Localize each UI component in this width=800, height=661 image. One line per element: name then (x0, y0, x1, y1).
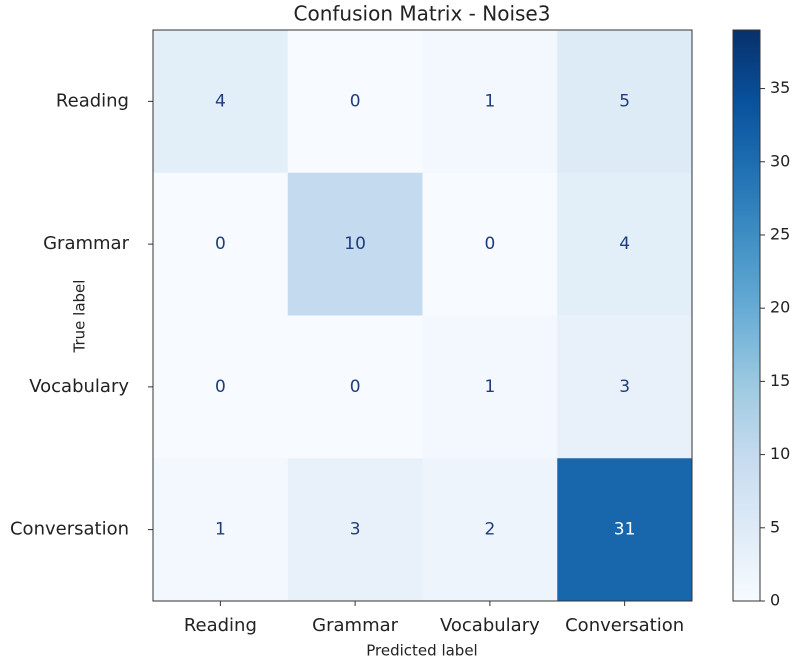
chart-title: Confusion Matrix - Noise3 (294, 2, 551, 26)
colorbar-tick-label: 0 (770, 591, 780, 610)
cell-label: 0 (484, 234, 495, 254)
cell-label: 0 (215, 234, 226, 254)
cell-label: 1 (484, 377, 495, 397)
x-axis-label: Predicted label (366, 642, 477, 660)
cell (557, 172, 693, 316)
colorbar-tick-label: 5 (770, 517, 780, 536)
y-tick-label: Reading (56, 90, 129, 111)
cell-label: 5 (619, 91, 630, 111)
cell-label: 0 (350, 377, 361, 397)
cell-label: 4 (215, 91, 226, 111)
cell-label: 1 (215, 520, 226, 540)
cell-label: 10 (344, 234, 366, 254)
cell (422, 30, 558, 174)
cell (557, 458, 693, 602)
y-tick-label: Conversation (10, 519, 129, 540)
cell (422, 458, 558, 602)
y-tick-label: Grammar (43, 233, 129, 254)
cell-label: 0 (215, 377, 226, 397)
cell-label: 2 (484, 520, 495, 540)
cell (287, 30, 423, 174)
x-tick-label: Reading (184, 615, 257, 636)
cell-label: 4 (619, 234, 630, 254)
cell-label: 0 (350, 91, 361, 111)
cell-label: 31 (614, 520, 636, 540)
cell-label: 3 (619, 377, 630, 397)
cell (153, 30, 289, 174)
x-tick-label: Grammar (312, 615, 398, 636)
colorbar (732, 29, 761, 602)
cell (557, 30, 693, 174)
cell (287, 172, 423, 316)
x-tick-label: Vocabulary (440, 615, 540, 636)
cell-label: 1 (484, 91, 495, 111)
colorbar-tick-label: 10 (770, 444, 790, 463)
y-tick-label: Vocabulary (29, 376, 129, 397)
cell (153, 315, 289, 459)
cell (153, 172, 289, 316)
plot-frame (152, 29, 693, 602)
x-tick-label: Conversation (565, 615, 684, 636)
cell (422, 172, 558, 316)
cell (557, 315, 693, 459)
cell (153, 458, 289, 602)
cell-label: 3 (350, 520, 361, 540)
cell (287, 315, 423, 459)
y-axis-label: True label (71, 280, 89, 354)
cell (287, 458, 423, 602)
colorbar-tick-label: 25 (770, 224, 790, 243)
colorbar-tick-label: 20 (770, 298, 790, 317)
cell (422, 315, 558, 459)
colorbar-tick-label: 30 (770, 151, 790, 170)
colorbar-tick-label: 15 (770, 371, 790, 390)
colorbar-tick-label: 35 (770, 78, 790, 97)
